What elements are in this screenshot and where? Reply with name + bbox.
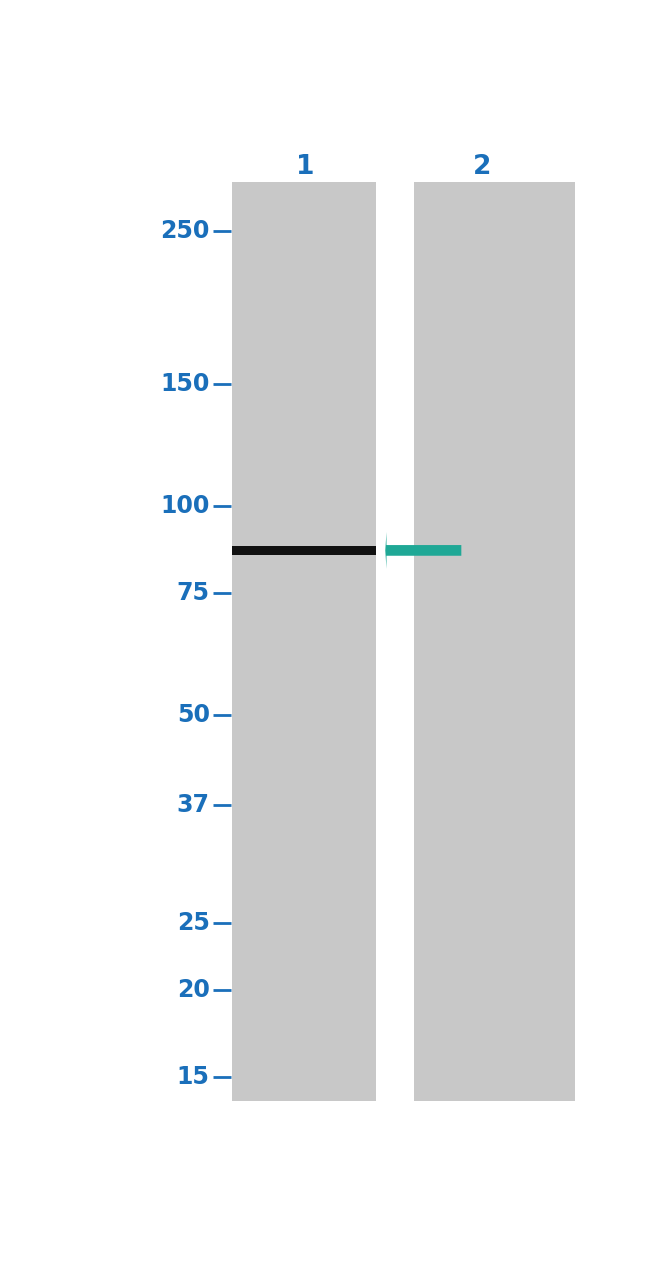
Text: 250: 250 — [161, 218, 210, 243]
Text: 150: 150 — [161, 372, 210, 396]
Text: 100: 100 — [161, 494, 210, 518]
Text: 2: 2 — [473, 154, 491, 180]
Text: 75: 75 — [177, 580, 210, 605]
Text: 25: 25 — [177, 911, 210, 935]
Bar — [233, 546, 376, 555]
Text: 37: 37 — [177, 792, 210, 817]
Bar — [414, 182, 575, 1101]
Text: 20: 20 — [177, 978, 210, 1002]
Text: 50: 50 — [177, 702, 210, 726]
Text: 15: 15 — [177, 1064, 210, 1088]
Bar — [233, 182, 376, 1101]
Text: 1: 1 — [296, 154, 315, 180]
